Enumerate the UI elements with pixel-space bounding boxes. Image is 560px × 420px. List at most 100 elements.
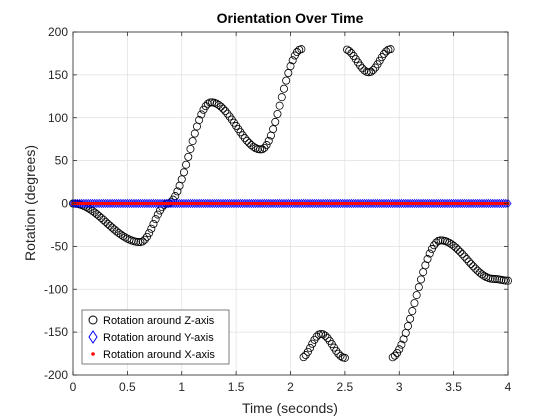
point-z [308, 339, 317, 348]
point-z [366, 67, 375, 76]
point-z [345, 46, 354, 55]
x-tick-label: 3.5 [445, 380, 462, 394]
point-z [286, 62, 295, 71]
legend: Rotation around Z-axis Rotation around Y… [81, 309, 230, 365]
point-z [464, 257, 473, 266]
point-z [321, 331, 330, 340]
point-z [140, 235, 149, 244]
point-z [271, 117, 280, 126]
point-z [173, 187, 182, 196]
y-tick-label: -150 [44, 325, 68, 339]
legend-label-z: Rotation around Z-axis [103, 315, 215, 327]
point-z [430, 241, 439, 250]
point-z [238, 131, 247, 140]
point-z [258, 145, 267, 154]
point-z [262, 141, 271, 150]
point-z [138, 237, 147, 246]
point-z [403, 322, 412, 331]
point-z [190, 129, 199, 138]
x-tick-label: 1 [178, 380, 185, 394]
point-z [451, 243, 460, 252]
point-z [412, 291, 421, 300]
point-z [469, 262, 478, 271]
point-z [182, 160, 191, 169]
point-z [119, 232, 128, 241]
point-z [179, 168, 188, 177]
point-z [388, 353, 397, 362]
point-z [369, 66, 378, 75]
point-z [445, 238, 454, 247]
point-z [219, 104, 228, 113]
point-z [260, 143, 269, 152]
y-tick-label: -100 [44, 282, 68, 296]
point-z [467, 259, 476, 268]
point-z [288, 56, 297, 65]
legend-marker-x [91, 352, 95, 356]
point-z [269, 125, 278, 134]
point-z [256, 145, 265, 154]
point-z [490, 274, 499, 283]
x-tick-label: 0 [70, 380, 77, 394]
point-z [186, 144, 195, 153]
point-z [86, 205, 95, 214]
x-axis-label: Time (seconds) [242, 400, 338, 416]
y-tick-label: 150 [48, 68, 68, 82]
legend-marker-y [88, 330, 98, 344]
point-z [247, 141, 256, 150]
point-z [347, 49, 356, 58]
point-z [380, 49, 389, 58]
plot-area [69, 45, 512, 362]
legend-box [81, 309, 230, 365]
point-z [223, 109, 232, 118]
x-tick-label: 0.5 [119, 380, 136, 394]
point-z [151, 215, 160, 224]
point-z [382, 47, 391, 56]
point-z [188, 137, 197, 146]
point-z [423, 255, 432, 264]
point-z [456, 247, 465, 256]
point-z [153, 210, 162, 219]
point-z [177, 175, 186, 184]
point-z [242, 136, 251, 145]
point-z [277, 93, 286, 102]
point-z [147, 224, 156, 233]
point-z [212, 99, 221, 108]
y-tick-label: 200 [48, 25, 68, 39]
y-tick-label: 50 [55, 154, 69, 168]
point-z [273, 110, 282, 119]
series-x [71, 201, 510, 206]
point-z [240, 134, 249, 143]
point-z [340, 353, 349, 362]
point-z [282, 76, 291, 85]
point-z [477, 270, 486, 279]
point-z [410, 299, 419, 308]
point-z [462, 255, 471, 264]
y-tick-label: 100 [48, 111, 68, 125]
point-z [397, 340, 406, 349]
point-z [299, 353, 308, 362]
point-z [386, 45, 395, 54]
point-z [293, 48, 302, 57]
legend-label-y: Rotation around Y-axis [103, 332, 214, 344]
point-z [480, 271, 489, 280]
point-z [406, 314, 415, 323]
point-z [279, 84, 288, 93]
point-z [203, 99, 212, 108]
point-z [390, 351, 399, 360]
x-tick-label: 4 [505, 380, 512, 394]
point-z [216, 102, 225, 111]
point-z [488, 274, 497, 283]
point-z [414, 283, 423, 292]
legend-marker-z [88, 315, 98, 325]
point-z [275, 101, 284, 110]
y-tick-label: -200 [44, 368, 68, 382]
point-z [323, 333, 332, 342]
x-tick-label: 2.5 [337, 380, 354, 394]
point-z [184, 152, 193, 161]
point-z [303, 347, 312, 356]
x-tick-label: 2 [287, 380, 294, 394]
y-tick-label: -50 [51, 239, 69, 253]
point-z [145, 229, 154, 238]
point-z [332, 346, 341, 355]
point-z [458, 250, 467, 259]
